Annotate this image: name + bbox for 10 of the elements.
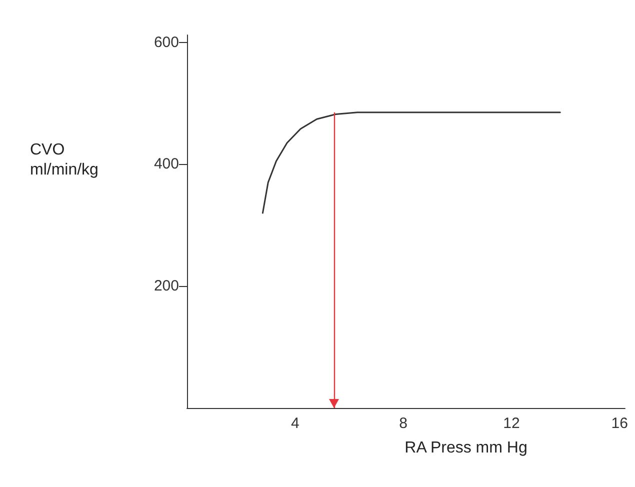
x-axis-title: RA Press mm Hg	[404, 440, 528, 456]
y-axis-title: CVO ml/min/kg	[30, 142, 98, 178]
x-tick-label: 8	[399, 415, 408, 432]
y-tick-label: 400	[154, 156, 179, 173]
x-tick-label: 16	[611, 415, 628, 432]
x-tick-label: 4	[290, 415, 300, 432]
line-series	[262, 112, 561, 214]
y-tick-label: 600	[154, 34, 179, 51]
y-tick-label: 200	[154, 278, 179, 295]
x-tick-label: 12	[503, 415, 520, 432]
